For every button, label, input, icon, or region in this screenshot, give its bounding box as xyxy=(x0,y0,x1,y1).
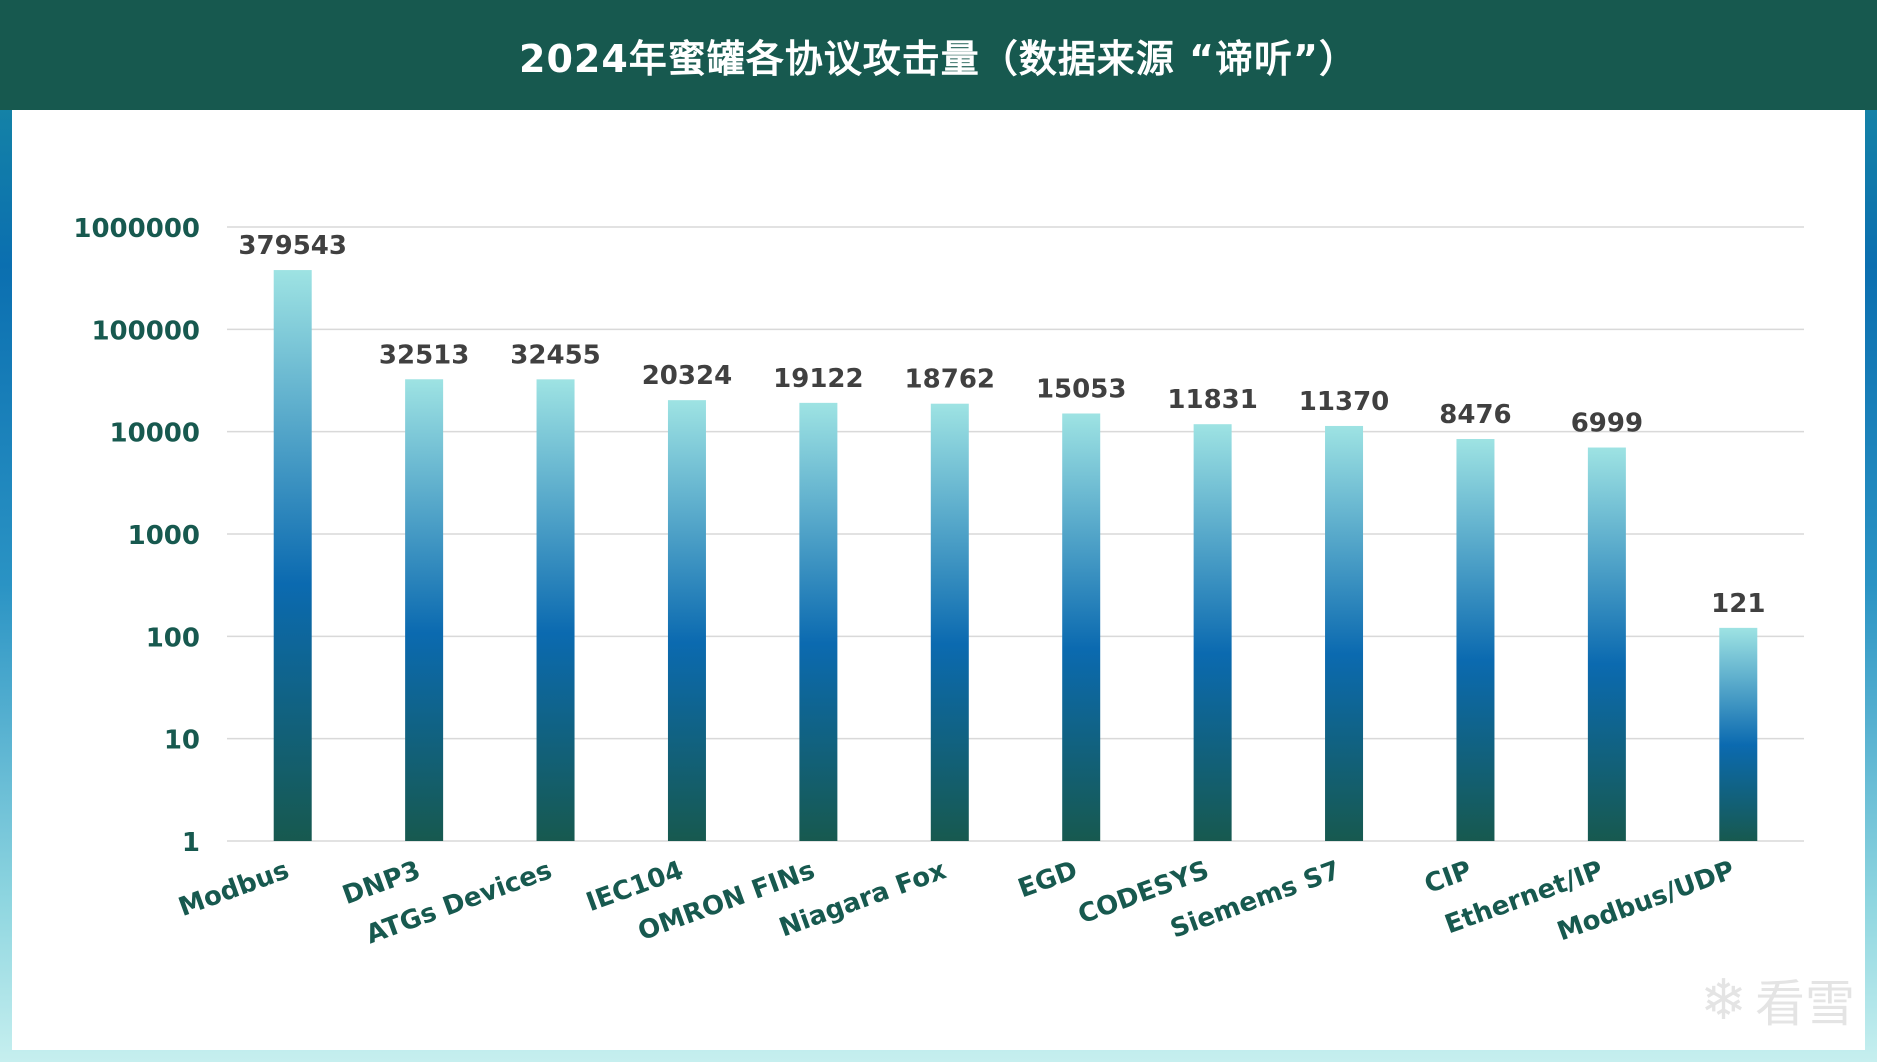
data-label: 8476 xyxy=(1439,400,1511,430)
y-tick-label: 1000 xyxy=(128,521,200,551)
x-tick-label: Modbus xyxy=(175,855,293,923)
bar xyxy=(273,270,312,841)
y-tick-label: 100 xyxy=(146,623,200,653)
data-label: 11370 xyxy=(1299,387,1389,417)
bar xyxy=(405,379,444,841)
header-bar: 2024年蜜罐各协议攻击量（数据来源 “谛听”） xyxy=(0,0,1877,110)
bar xyxy=(1587,447,1626,841)
y-axis-ticks: 1 10 100 1000 10000 100000 1000000 xyxy=(73,214,200,858)
x-tick-label: CIP xyxy=(1421,855,1476,900)
y-tick-label: 1000000 xyxy=(73,214,200,244)
x-tick-label: DNP3 xyxy=(339,855,425,911)
y-tick-label: 10000 xyxy=(110,419,200,449)
snowflake-icon: ❄ xyxy=(1700,967,1747,1033)
data-label: 20324 xyxy=(642,361,732,391)
bar xyxy=(1325,425,1364,841)
data-label: 6999 xyxy=(1571,409,1643,439)
bar xyxy=(1719,627,1758,841)
bar xyxy=(667,400,706,841)
y-tick-label: 1 xyxy=(182,828,200,858)
x-tick-label: EGD xyxy=(1014,855,1081,904)
data-label: 121 xyxy=(1711,589,1765,619)
data-label: 32513 xyxy=(379,340,469,370)
bar xyxy=(536,379,575,841)
bar xyxy=(1193,424,1232,841)
bar xyxy=(1456,439,1495,841)
y-tick-label: 10 xyxy=(164,726,200,756)
data-label: 18762 xyxy=(905,365,995,395)
chart-title: 2024年蜜罐各协议攻击量（数据来源 “谛听”） xyxy=(519,36,1358,81)
bar-chart: 1 10 100 1000 10000 100000 1000000 379543 32513… xyxy=(73,214,1804,950)
bar xyxy=(799,402,838,841)
bar xyxy=(930,403,969,841)
watermark-text: 看雪 xyxy=(1755,975,1855,1033)
watermark: ❄ 看雪 xyxy=(1700,964,1855,1036)
data-label: 11831 xyxy=(1167,385,1257,415)
data-label: 19122 xyxy=(773,364,863,394)
bars xyxy=(273,270,1758,841)
data-label: 32455 xyxy=(510,340,600,370)
chart-panel: 1 10 100 1000 10000 100000 1000000 379543 32513… xyxy=(12,110,1865,1050)
gridlines xyxy=(227,226,1804,842)
bar xyxy=(1062,413,1101,841)
value-labels: 379543 32513 32455 20324 19122 18762 15053 1183… xyxy=(238,231,1765,619)
data-label: 379543 xyxy=(238,231,347,261)
data-label: 15053 xyxy=(1036,374,1126,404)
y-tick-label: 100000 xyxy=(91,316,200,346)
